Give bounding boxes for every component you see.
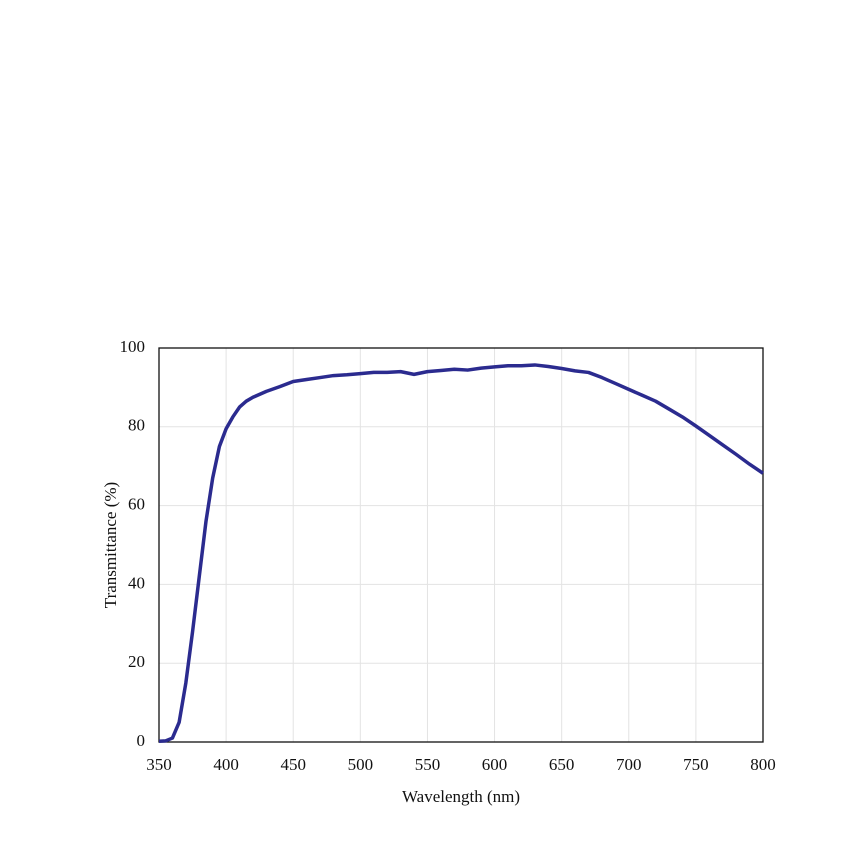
x-tick-label: 400 [213,755,239,774]
data-line [158,363,764,743]
x-tick-label: 500 [348,755,374,774]
x-tick-label: 550 [415,755,441,774]
y-tick-label: 80 [128,416,145,435]
x-tick-label: 650 [549,755,575,774]
y-tick-label: 20 [128,652,145,671]
x-tick-label: 600 [482,755,508,774]
x-tick-label: 750 [683,755,709,774]
plot-frame [158,347,764,743]
y-axis-label: Transmittance (%) [101,482,120,608]
x-tick-label: 700 [616,755,642,774]
y-tick-label: 60 [128,495,145,514]
x-tick-label: 350 [146,755,172,774]
y-tick-label: 0 [137,731,146,750]
x-axis-label: Wavelength (nm) [402,787,520,806]
x-tick-label: 800 [750,755,776,774]
y-tick-label: 40 [128,573,145,592]
y-tick-label: 100 [120,337,146,356]
x-tick-label: 450 [280,755,306,774]
